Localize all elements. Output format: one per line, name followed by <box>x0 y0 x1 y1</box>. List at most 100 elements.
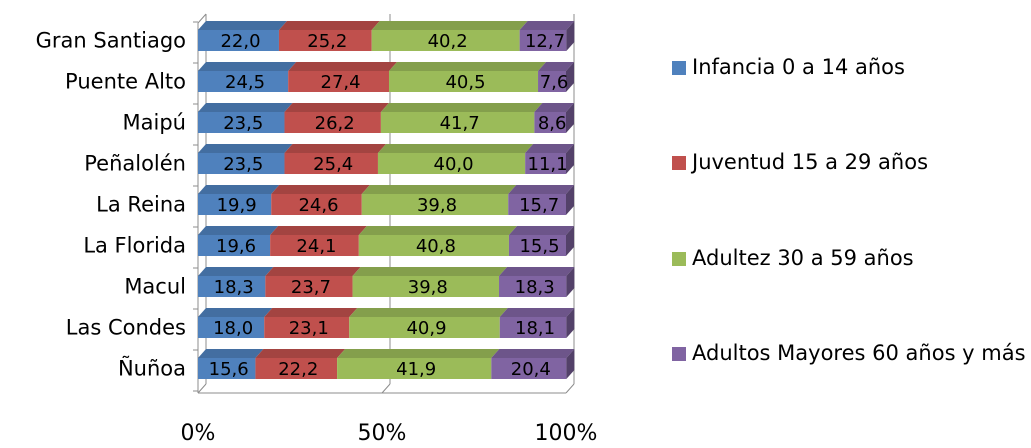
data-label: 41,7 <box>440 113 480 134</box>
bar-segment-top <box>377 144 534 153</box>
bar-segment-top <box>198 226 279 235</box>
bar-segment-end <box>566 144 574 174</box>
data-label: 12,7 <box>525 31 565 52</box>
bar-segment-top <box>349 308 508 317</box>
data-label: 22,2 <box>278 359 318 380</box>
data-label: 24,5 <box>225 72 265 93</box>
bar-segment <box>288 71 389 92</box>
data-label: 41,9 <box>396 359 436 380</box>
bar-segment <box>380 112 535 133</box>
data-label: 23,5 <box>223 113 263 134</box>
chart-bars <box>198 21 575 379</box>
bar-segment <box>358 235 509 256</box>
legend-swatch <box>672 61 686 75</box>
data-label: 40,9 <box>406 318 446 339</box>
bar-segment-top <box>361 185 517 194</box>
data-label: 27,4 <box>321 72 361 93</box>
bar-segment <box>499 276 567 297</box>
bar-segment <box>519 30 567 51</box>
bar-segment-top <box>491 349 575 358</box>
bar-segment-top <box>288 62 397 71</box>
legend-item: Infancia 0 a 14 años <box>672 53 1031 82</box>
stacked-bar-chart: 0% 50% 100% Gran Santiago 22,0 25,2 40,2 12,7 Pu… <box>36 13 598 447</box>
data-label: 26,2 <box>315 113 355 134</box>
gridline-depth <box>197 383 207 394</box>
data-label: 39,8 <box>408 277 448 298</box>
bar-segment-top <box>198 308 273 317</box>
bar-segment-top <box>519 21 575 30</box>
bar-segment <box>508 235 566 256</box>
data-label: 18,3 <box>214 277 254 298</box>
bar-segment-end <box>566 267 575 297</box>
x-tick-label: 50% <box>358 421 407 446</box>
bar-segment-top <box>198 103 293 112</box>
bar-segment <box>371 30 520 51</box>
bar-segment-top <box>534 103 574 112</box>
bar-segment <box>491 358 567 379</box>
bar-segment <box>278 30 372 51</box>
bar-segment <box>198 358 256 379</box>
legend-item: Adultos Mayores 60 años y más <box>672 339 1031 368</box>
bar-segment <box>198 276 266 297</box>
bar-segment <box>284 112 381 133</box>
bar-segment-end <box>566 226 574 256</box>
data-label: 7,6 <box>540 72 569 93</box>
bar-segment-top <box>255 349 346 358</box>
bar-segment-top <box>499 308 575 317</box>
bar-segment <box>264 317 350 338</box>
bar-segment-top <box>265 267 361 276</box>
bar-segment <box>349 317 500 338</box>
data-label: 23,5 <box>223 154 263 175</box>
bar-segment <box>388 71 539 92</box>
data-label: 15,7 <box>519 195 559 216</box>
bar-segment-end <box>566 21 575 51</box>
data-label: 40,5 <box>445 72 485 93</box>
bar-segment-top <box>352 267 508 276</box>
bar-segment-top <box>284 103 389 112</box>
bar-segment <box>508 194 566 215</box>
bar-segment <box>198 153 285 174</box>
bar-segment <box>198 194 272 215</box>
legend-label: Infancia 0 a 14 años <box>692 55 905 79</box>
data-label: 18,1 <box>515 318 555 339</box>
bar-segment <box>534 112 566 133</box>
data-label: 25,2 <box>307 31 347 52</box>
bar-segment <box>352 276 500 297</box>
bar-segment <box>270 235 359 256</box>
bar-segment-top <box>380 103 543 112</box>
bar-segment-top <box>508 185 574 194</box>
data-label: 15,6 <box>209 359 249 380</box>
category-label: Gran Santiago <box>36 29 186 53</box>
bar-segment <box>525 153 566 174</box>
legend-label: Adultos Mayores 60 años y más <box>692 341 1026 365</box>
bar-segment <box>265 276 353 297</box>
bar-segment <box>271 194 362 215</box>
chart-legend: Infancia 0 a 14 años Juventud 15 a 29 año… <box>672 0 1031 448</box>
data-label: 24,1 <box>296 236 336 257</box>
bar-segment-end <box>566 349 575 379</box>
bar-segment <box>377 153 526 174</box>
bar-segment-top <box>538 62 574 71</box>
bar-segment-top <box>358 226 517 235</box>
bar-segment-top <box>198 267 274 276</box>
category-label: Las Condes <box>66 316 186 340</box>
bar-segment-end <box>566 185 574 215</box>
bar-segment <box>198 235 271 256</box>
bar-segment-top <box>499 267 575 276</box>
data-label: 23,1 <box>289 318 329 339</box>
bar-segment-top <box>198 185 280 194</box>
legend-label: Adultez 30 a 59 años <box>692 246 914 270</box>
bar-segment-top <box>278 21 380 30</box>
legend-swatch <box>672 252 686 266</box>
legend-item: Juventud 15 a 29 años <box>672 148 1031 177</box>
legend-item: Adultez 30 a 59 años <box>672 244 1031 273</box>
axis-depth-top <box>197 13 207 24</box>
bar-segment-top <box>284 144 386 153</box>
chart-labels: 0% 50% 100% Gran Santiago 22,0 25,2 40,2 12,7 Pu… <box>36 29 598 447</box>
data-label: 23,7 <box>291 277 331 298</box>
legend-swatch <box>672 347 686 361</box>
legend-swatch <box>672 156 686 170</box>
data-label: 25,4 <box>313 154 353 175</box>
bar-segment <box>361 194 509 215</box>
x-tick-label: 100% <box>535 421 598 446</box>
